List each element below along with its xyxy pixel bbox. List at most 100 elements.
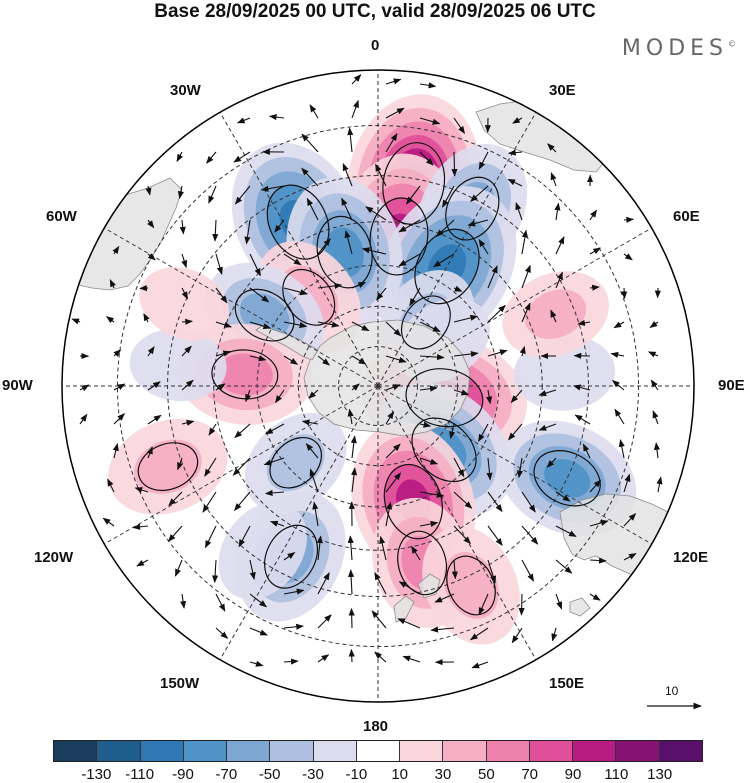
streamline-loop (533, 450, 601, 507)
wind-vector (487, 491, 503, 513)
wind-vector (419, 151, 434, 166)
wind-vector (487, 349, 508, 357)
colorbar-swatch (356, 741, 401, 761)
wind-vector (265, 423, 285, 435)
wind-vector (430, 626, 455, 633)
wind-vector (249, 321, 272, 330)
wind-vector (647, 351, 659, 358)
wind-vector (512, 117, 523, 124)
wind-vector (589, 557, 607, 564)
wind-vector (283, 658, 299, 665)
wind-vector (419, 385, 438, 392)
wind-vector (371, 610, 387, 629)
wind-vector (365, 206, 387, 221)
wind-vector (113, 413, 125, 425)
wind-vector (283, 287, 309, 296)
wind-vector (486, 457, 493, 481)
wind-vector (574, 414, 591, 425)
wind-vector (487, 559, 497, 584)
wind-vector (611, 379, 625, 391)
streamline-loop (316, 215, 373, 289)
wind-vector (453, 314, 479, 323)
streamline-loop (137, 442, 199, 491)
wind-vector (317, 238, 331, 255)
new-zealand-south (393, 595, 415, 623)
wind-vector (351, 321, 370, 332)
map-rim (61, 69, 695, 703)
wind-vector (582, 443, 591, 459)
wind-vector (652, 410, 659, 425)
wind-vector (398, 253, 421, 267)
wind-vector (385, 384, 401, 391)
streamline-loop (369, 197, 429, 276)
wind-vector (177, 457, 183, 471)
wind-vector (554, 202, 561, 221)
wind-vector (168, 525, 183, 542)
wind-vector (419, 491, 445, 498)
wind-vector (623, 253, 633, 261)
meridian (377, 385, 537, 660)
wind-vector (260, 185, 285, 192)
wind-vector (344, 230, 353, 255)
streamline-loop (446, 555, 496, 616)
wind-vector (519, 345, 526, 357)
wind-vector (309, 104, 319, 119)
wind-vector (350, 435, 357, 459)
wind-vector (510, 389, 523, 403)
wind-vector (208, 423, 217, 436)
wind-vector (508, 423, 523, 441)
wind-vector (263, 457, 285, 466)
wind-vector (379, 535, 387, 561)
wind-vector (477, 423, 489, 442)
colorbar-tick-label: -50 (258, 766, 281, 783)
wind-vector (385, 321, 402, 337)
wind-vector (453, 285, 463, 292)
wind-vector (650, 379, 659, 391)
wind-vector (146, 446, 153, 459)
wind-vector (232, 457, 251, 476)
wind-vector (397, 618, 421, 629)
wind-vector (132, 523, 149, 530)
wind-vector (623, 473, 631, 493)
wind-vector (215, 593, 226, 612)
wind-vector (621, 287, 628, 300)
wind-vector (181, 318, 193, 325)
wind-vector (467, 219, 489, 227)
wind-vector (589, 247, 602, 255)
wind-vector (351, 74, 362, 85)
wind-vector (411, 545, 421, 561)
colorbar-tick-label: -70 (215, 766, 238, 783)
colorbar-tick-label: 50 (477, 766, 495, 783)
wind-vector (589, 284, 600, 291)
wind-vector (623, 513, 637, 527)
wind-vector (177, 185, 184, 199)
wind-vector (385, 78, 402, 85)
wind-vector (656, 476, 663, 493)
wind-vector (283, 321, 308, 329)
colorbar-tick-label: -30 (302, 766, 324, 783)
wind-vector (134, 487, 149, 493)
colorbar-swatch (270, 741, 314, 761)
wind-vector (350, 467, 358, 493)
wind-vector (275, 389, 285, 404)
wind-vector (385, 443, 401, 459)
wind-vector (511, 627, 523, 644)
wind-vector (234, 185, 251, 205)
wind-vector (249, 593, 268, 608)
wind-vector (181, 379, 194, 391)
wind-vector (107, 478, 115, 493)
wind-vector (521, 491, 536, 513)
colorbar-swatch (486, 741, 530, 761)
anomaly-contour (544, 458, 591, 498)
wind-vector (555, 491, 571, 502)
wind-vector (301, 133, 319, 153)
streamline-loop (383, 463, 443, 540)
wind-vector (113, 383, 126, 391)
lon-label-60w: 60W (46, 208, 77, 225)
colorbar-swatch (400, 741, 444, 761)
wind-vector (245, 389, 252, 403)
wind-vector (347, 408, 354, 425)
wind-vector (270, 520, 285, 527)
wind-vector (215, 253, 223, 275)
wind-vector (614, 408, 625, 425)
